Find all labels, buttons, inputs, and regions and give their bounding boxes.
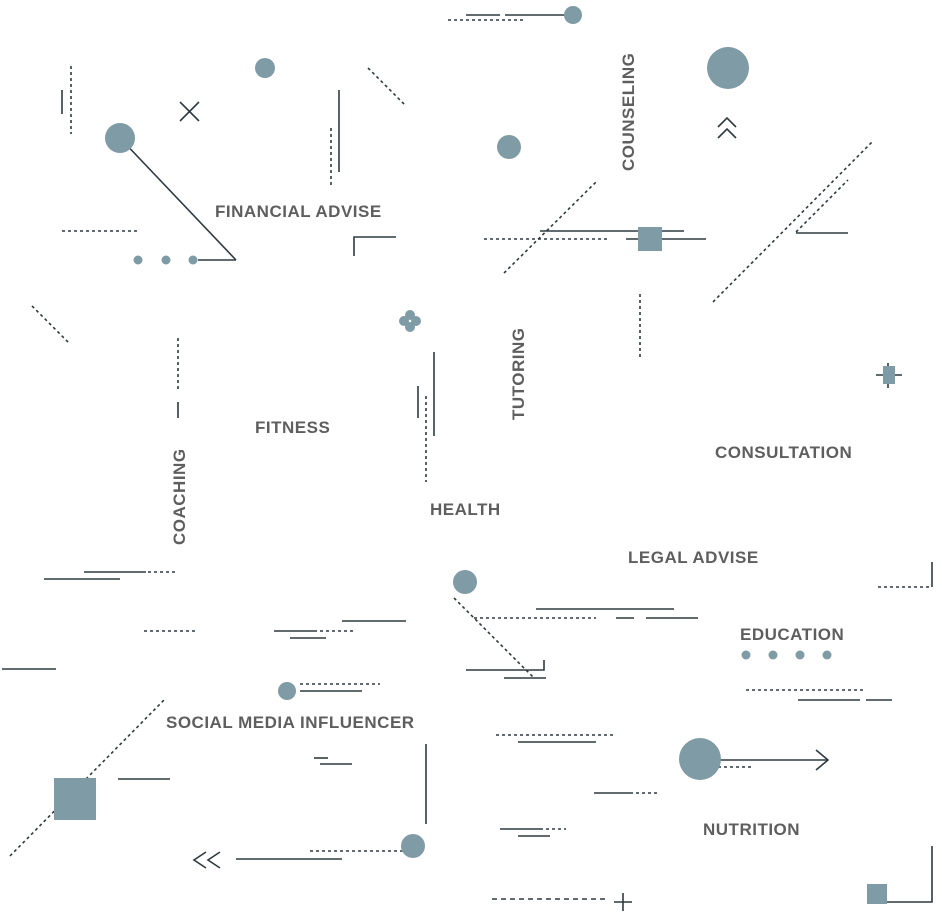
label-counseling: COUNSELING — [619, 52, 638, 171]
dot-shape — [133, 255, 143, 265]
circle-shape — [564, 6, 582, 24]
chevron-left-icon-stroke — [206, 851, 221, 869]
dashed-line — [31, 305, 69, 343]
circle-shape — [401, 834, 425, 858]
label-consultation: CONSULTATION — [715, 443, 853, 462]
label-coaching: COACHING — [170, 448, 189, 545]
circle-shape — [497, 135, 521, 159]
label-financial-advise: FINANCIAL ADVISE — [215, 202, 382, 221]
corner-line — [353, 236, 396, 256]
label-tutoring: TUTORING — [509, 327, 528, 420]
close-icon-stroke — [179, 101, 200, 122]
line — [466, 660, 545, 671]
dot-shape — [161, 255, 171, 265]
dashed-line — [503, 181, 597, 274]
chevron-up-icon-stroke — [717, 127, 737, 139]
circle-shape — [453, 570, 477, 594]
circle-shape — [707, 47, 749, 89]
circle-shape — [278, 682, 296, 700]
square-shape — [867, 884, 887, 904]
label-legal-advise: LEGAL ADVISE — [628, 548, 759, 567]
dashed-line — [367, 67, 406, 106]
dot-shape — [188, 255, 198, 265]
chevron-left-icon-stroke — [192, 851, 207, 869]
dashed-line — [795, 179, 849, 233]
label-education: EDUCATION — [740, 625, 845, 644]
circle-shape — [679, 738, 721, 780]
label-fitness: FITNESS — [255, 418, 331, 437]
square-shape — [54, 778, 96, 820]
plus-blob-shape — [405, 310, 415, 320]
chevron-up-icon-stroke — [717, 116, 737, 128]
square-shape — [638, 227, 662, 251]
dot-shape — [741, 650, 751, 660]
label-social-media-influencer: SOCIAL MEDIA INFLUENCER — [166, 713, 415, 732]
dot-shape — [795, 650, 805, 660]
circle-shape — [105, 123, 135, 153]
label-nutrition: NUTRITION — [703, 820, 801, 839]
dashed-line — [712, 141, 873, 303]
dot-shape — [822, 650, 832, 660]
arrow-right-icon-stroke — [815, 749, 830, 771]
label-health: HEALTH — [430, 500, 501, 519]
circle-shape — [255, 58, 275, 78]
plus-blob-shape — [405, 322, 415, 332]
square-shape — [883, 366, 895, 384]
diagonal-line — [119, 137, 237, 261]
dot-shape — [768, 650, 778, 660]
dashed-line — [453, 597, 535, 679]
corner-line — [876, 846, 933, 903]
